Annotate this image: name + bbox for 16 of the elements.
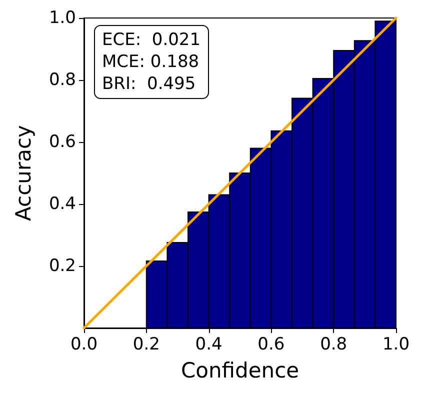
x-tick-label: 0.0 [70,334,98,354]
annotation: BRI: 0.495 [102,74,196,94]
x-tick-label: 0.6 [258,334,285,354]
y-tick-label: 0.2 [48,256,76,276]
x-tick-label: 0.4 [195,334,222,354]
x-tick-label: 0.8 [320,334,348,354]
y-tick-label: 0.8 [48,70,76,90]
y-tick-label: 0.6 [48,132,76,152]
x-tick-label: 0.2 [132,334,160,354]
annotation: ECE: 0.021 [102,30,201,50]
x-tick-label: 1.0 [382,334,410,354]
annotation: MCE: 0.188 [102,52,200,72]
x-axis-title: Confidence [180,358,300,382]
y-axis-title: Accuracy [12,125,36,221]
y-tick-label: 1.0 [48,8,76,28]
y-tick-label: 0.4 [48,194,76,214]
